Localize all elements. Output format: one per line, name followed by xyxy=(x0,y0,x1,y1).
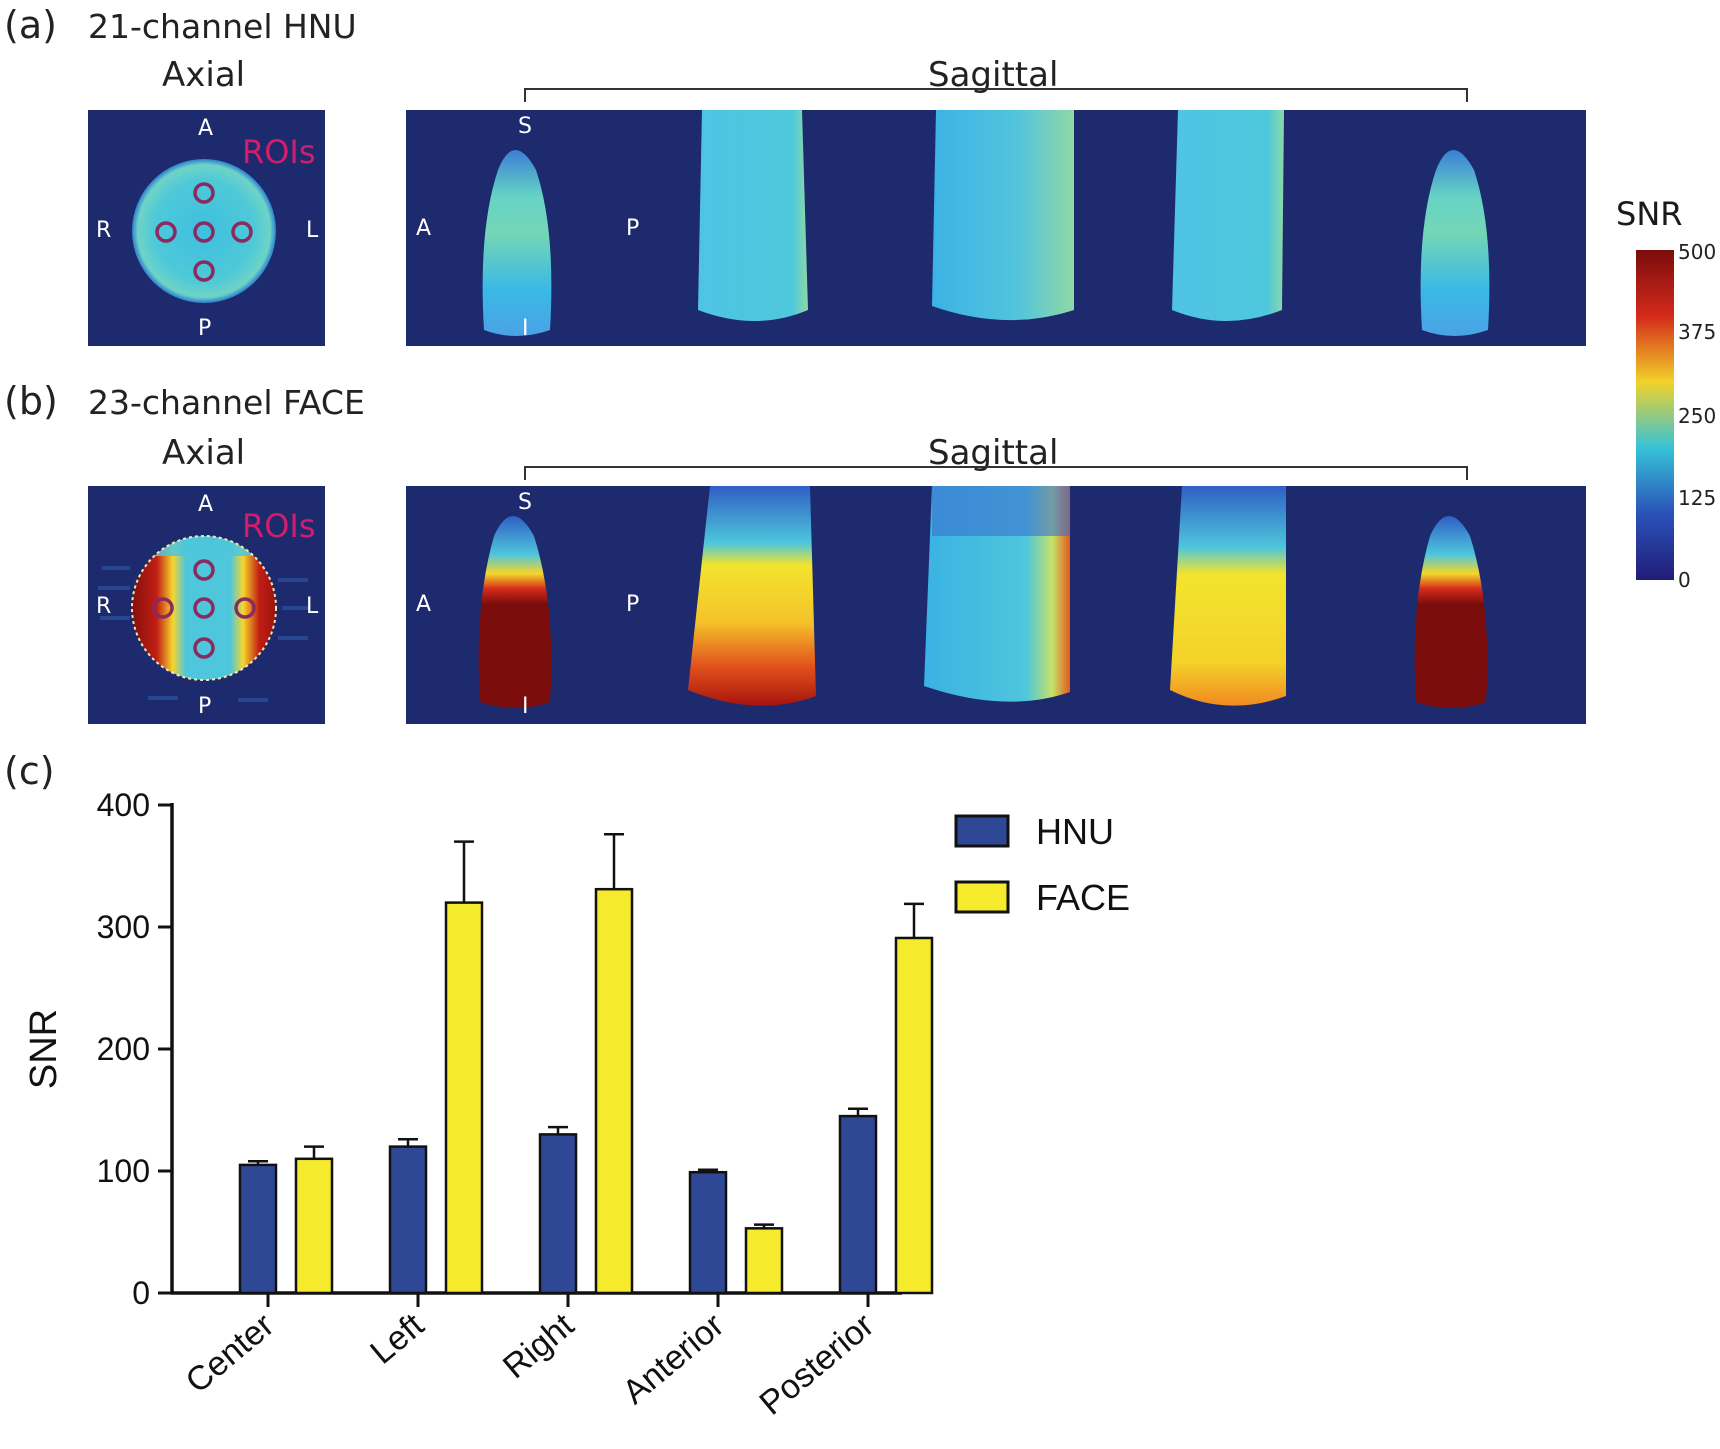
panel-a-axial-anterior: A xyxy=(198,116,214,141)
panel-b-axial-anterior: A xyxy=(198,492,214,517)
panel-a-axial-right: R xyxy=(96,218,112,243)
panel-a-coil-title: 21-channel HNU xyxy=(88,7,357,46)
panel-a-sagittal-bracket xyxy=(524,88,1468,102)
legend-swatch-hnu xyxy=(954,814,1010,848)
y-tick-label: 200 xyxy=(97,1031,150,1067)
x-tick-label-posterior: Posterior xyxy=(752,1306,881,1423)
bar-face-right xyxy=(594,887,634,1295)
bar-hnu-anterior xyxy=(688,1170,728,1295)
y-tick-label: 300 xyxy=(97,909,150,945)
x-tick-label-right: Right xyxy=(496,1306,582,1386)
bar-hnu-posterior xyxy=(838,1114,878,1295)
panel-b-sagittal-bracket xyxy=(524,466,1468,480)
panel-b-sagittal-title: Sagittal xyxy=(928,433,1059,473)
panel-b-axial-title: Axial xyxy=(162,433,246,473)
panel-b-sagittal-superior: S xyxy=(518,490,532,515)
bar-hnu-center xyxy=(238,1163,278,1295)
panel-a-axial-posterior: P xyxy=(198,316,212,341)
colorbar-gradient xyxy=(1636,250,1674,580)
panel-a-letter: (a) xyxy=(4,3,57,47)
panel-b-letter: (b) xyxy=(4,379,58,423)
panel-b-sagittal-anterior: A xyxy=(416,592,432,617)
panel-b-axial-image: A P R L ROIs xyxy=(88,486,325,724)
x-tick-label-anterior: Anterior xyxy=(616,1306,732,1412)
panel-a-sagittal-posterior: P xyxy=(626,216,640,241)
bar-hnu-left xyxy=(388,1145,428,1295)
panel-a-sagittal-map xyxy=(482,110,1490,336)
panel-a-sagittal-superior: S xyxy=(518,114,532,139)
y-tick-label: 400 xyxy=(97,787,150,823)
legend-swatch-face xyxy=(954,880,1010,914)
colorbar-title: SNR xyxy=(1616,195,1683,233)
panel-b-axial-posterior: P xyxy=(198,694,212,719)
bar-face-left xyxy=(444,901,484,1295)
colorbar-tick-375: 375 xyxy=(1678,320,1717,344)
x-tick-label-left: Left xyxy=(363,1306,431,1372)
colorbar-tick-125: 125 xyxy=(1678,486,1717,510)
panel-b-sagittal-posterior: P xyxy=(626,592,640,617)
panel-b-axial-right: R xyxy=(96,594,112,619)
legend-label-face: FACE xyxy=(1036,877,1130,918)
panel-a-sagittal-title: Sagittal xyxy=(928,55,1059,95)
panel-a-axial-title: Axial xyxy=(162,55,246,95)
colorbar-tick-500: 500 xyxy=(1678,240,1717,264)
y-axis-label: SNR xyxy=(23,1009,65,1089)
panel-c-letter: (c) xyxy=(4,749,55,793)
y-tick-label: 100 xyxy=(97,1153,150,1189)
bar-face-center xyxy=(294,1157,334,1295)
panel-b-axial-map xyxy=(98,535,310,702)
panel-b-sagittal-image: S I A P xyxy=(406,486,1586,724)
panel-b-sagittal-map xyxy=(478,486,1488,708)
panel-a-axial-left: L xyxy=(306,218,319,243)
legend-label-hnu: HNU xyxy=(1036,811,1114,852)
panel-a-sagittal-image: S I A P xyxy=(406,110,1586,346)
panel-a-sagittal-inferior: I xyxy=(522,316,529,341)
bar-face-posterior xyxy=(894,936,934,1295)
panel-b-roi-label: ROIs xyxy=(242,507,316,545)
panel-a-sagittal-anterior: A xyxy=(416,216,432,241)
colorbar-tick-0: 0 xyxy=(1678,568,1691,592)
panel-a-axial-map xyxy=(132,159,276,303)
x-tick-label-center: Center xyxy=(179,1306,282,1401)
panel-b-coil-title: 23-channel FACE xyxy=(88,383,365,422)
bar-hnu-right xyxy=(538,1133,578,1295)
bar-face-anterior xyxy=(744,1227,784,1295)
panel-a-roi-label: ROIs xyxy=(242,133,316,171)
y-tick-label: 0 xyxy=(132,1275,150,1311)
panel-b-sagittal-inferior: I xyxy=(522,694,529,719)
colorbar-tick-250: 250 xyxy=(1678,404,1717,428)
panel-a-axial-image: A P R L ROIs xyxy=(88,110,325,346)
panel-b-axial-left: L xyxy=(306,594,319,619)
